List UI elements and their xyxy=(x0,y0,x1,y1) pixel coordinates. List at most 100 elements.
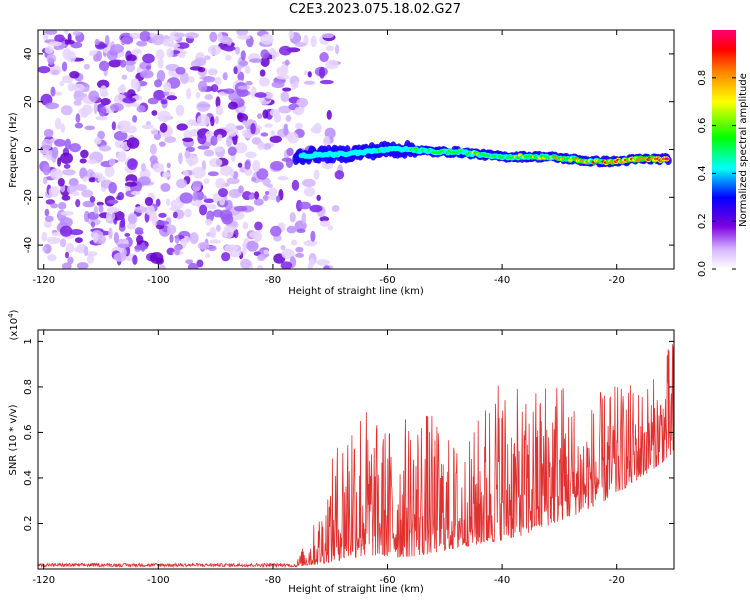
noise-blob xyxy=(224,54,232,61)
noise-blob xyxy=(159,122,168,133)
noise-blob xyxy=(258,77,270,87)
noise-blob xyxy=(254,221,263,231)
noise-blob xyxy=(209,31,218,43)
noise-blob xyxy=(215,96,221,109)
noise-blob xyxy=(203,178,210,185)
noise-blob xyxy=(260,132,269,137)
noise-blob xyxy=(96,201,104,206)
noise-blob xyxy=(202,195,207,200)
noise-blob xyxy=(256,168,269,180)
noise-blob xyxy=(283,126,289,136)
noise-blob xyxy=(270,225,282,237)
noise-blob xyxy=(51,231,62,237)
noise-blob xyxy=(160,99,168,105)
page-title: C2E3.2023.075.18.02.G27 xyxy=(288,2,462,17)
noise-blob xyxy=(149,251,164,264)
noise-blob xyxy=(73,89,85,102)
noise-blob xyxy=(234,46,241,55)
colorbar-tick-label: 0.8 xyxy=(697,70,708,86)
noise-blob xyxy=(145,65,152,71)
noise-blob xyxy=(126,137,140,149)
noise-blob xyxy=(86,253,95,264)
noise-blob xyxy=(126,125,137,134)
noise-blob xyxy=(157,110,171,122)
noise-blob xyxy=(57,177,65,187)
colorbar: 0.0 0.2 0.4 0.6 0.8 Normalized spectral ampl… xyxy=(697,30,749,277)
noise-blob xyxy=(244,65,251,75)
spectrogram-x-tick-label: -80 xyxy=(265,275,281,286)
noise-blob xyxy=(221,252,231,262)
noise-blob xyxy=(228,188,242,199)
noise-blob xyxy=(67,256,74,265)
noise-blob xyxy=(326,110,332,120)
noise-blob xyxy=(235,125,244,130)
noise-blob xyxy=(158,212,167,218)
noise-blob xyxy=(179,192,193,204)
noise-blob xyxy=(124,181,138,187)
noise-blob xyxy=(288,30,294,40)
noise-blob xyxy=(79,158,87,164)
noise-blob xyxy=(115,195,122,200)
noise-blob xyxy=(185,259,194,265)
noise-blob xyxy=(50,86,56,97)
noise-blob xyxy=(185,32,199,39)
noise-blob xyxy=(98,145,112,152)
noise-blob xyxy=(89,196,96,203)
noise-blob xyxy=(68,178,79,187)
noise-blob xyxy=(191,166,206,179)
noise-blob xyxy=(248,194,254,200)
noise-blob xyxy=(232,170,239,179)
noise-blob xyxy=(253,191,260,200)
noise-blob xyxy=(218,187,229,198)
noise-blob xyxy=(59,238,67,248)
noise-blob xyxy=(74,183,87,191)
noise-blob xyxy=(225,123,237,132)
snr-y-tick-label: 0.6 xyxy=(23,424,34,440)
noise-blob xyxy=(93,137,102,145)
noise-blob xyxy=(172,211,178,219)
noise-blob xyxy=(166,95,178,101)
noise-blob xyxy=(166,224,177,235)
noise-blob xyxy=(237,162,243,168)
noise-blob xyxy=(121,74,128,80)
noise-blob xyxy=(76,262,89,269)
noise-blob xyxy=(98,204,104,213)
noise-blob xyxy=(88,177,96,183)
noise-blob xyxy=(203,198,215,204)
snr-x-label: Height of straight line (km) xyxy=(288,584,424,595)
noise-blob xyxy=(228,129,237,137)
noise-blob xyxy=(108,182,118,194)
noise-blob xyxy=(83,245,89,257)
snr-y-tick-label: 1 xyxy=(23,338,34,344)
noise-blob xyxy=(122,97,136,104)
snr-x-tick-label: -60 xyxy=(379,575,395,586)
noise-blob xyxy=(249,58,262,63)
noise-blob xyxy=(219,165,233,176)
noise-blob xyxy=(197,132,207,145)
noise-blob xyxy=(92,232,99,243)
noise-blob xyxy=(196,101,211,112)
spectrogram-x-tick-label: -60 xyxy=(379,275,395,286)
noise-blob xyxy=(245,80,253,86)
spectrogram-y-tick-label: 0 xyxy=(23,146,34,152)
noise-blob xyxy=(44,30,58,35)
noise-blob xyxy=(271,81,285,89)
noise-blob xyxy=(161,38,175,47)
noise-blob xyxy=(65,242,75,254)
colorbar-tick-label: 0.4 xyxy=(697,165,708,181)
noise-blob xyxy=(207,245,217,252)
noise-blob xyxy=(301,212,307,225)
noise-blob xyxy=(207,68,218,76)
noise-blob xyxy=(63,30,69,35)
noise-blob xyxy=(113,231,120,244)
noise-blob xyxy=(144,196,154,206)
noise-blob xyxy=(303,70,308,76)
noise-blob xyxy=(280,261,293,269)
noise-blob xyxy=(163,81,172,93)
noise-blob xyxy=(121,35,134,45)
noise-blob xyxy=(162,171,171,178)
noise-blob xyxy=(259,69,266,77)
noise-blob xyxy=(75,199,81,208)
spectrogram-x-label: Height of straight line (km) xyxy=(288,286,424,297)
noise-blob xyxy=(189,232,199,245)
